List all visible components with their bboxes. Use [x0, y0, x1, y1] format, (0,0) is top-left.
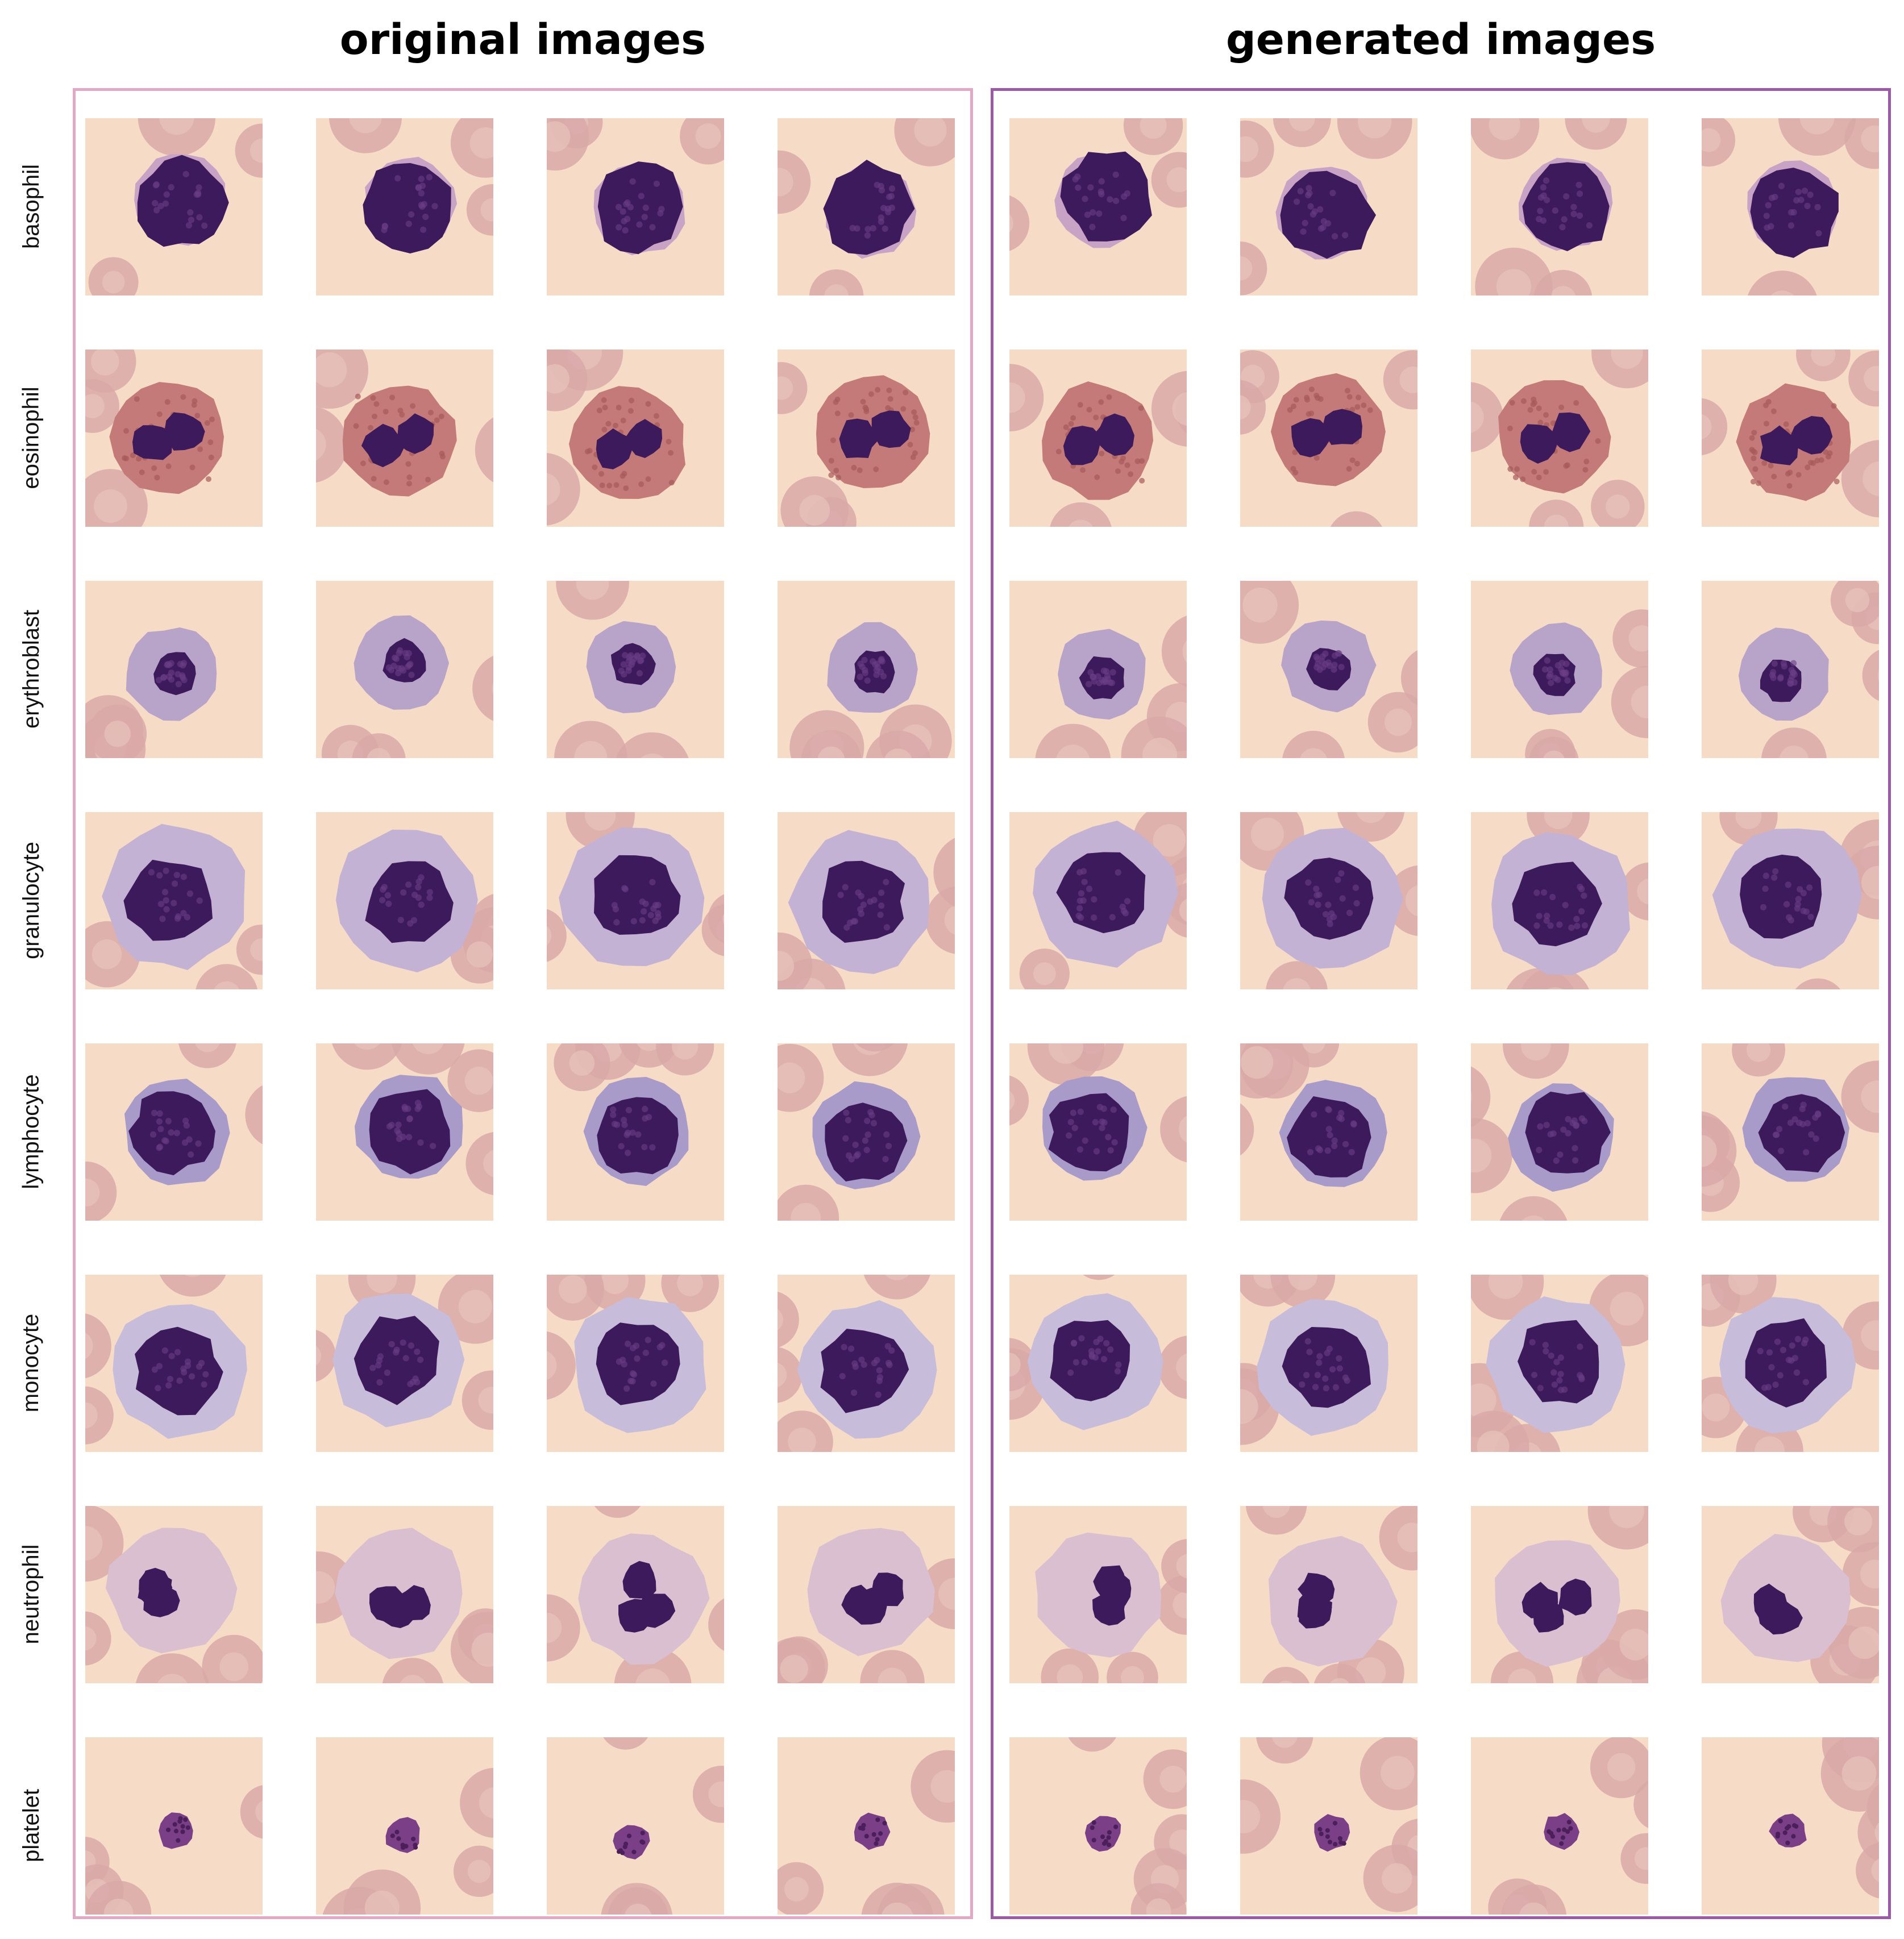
row-label-text: neutrophil [18, 1544, 44, 1644]
original-eosinophil-image [778, 349, 955, 527]
row-label-monocyte: monocyte [0, 1275, 63, 1451]
generated-neutrophil-image [1240, 1506, 1417, 1683]
generated-basophil-image [1471, 118, 1648, 296]
original-eosinophil-image [547, 349, 724, 527]
generated-lymphocyte-image [1240, 1043, 1417, 1221]
original-neutrophil-image [85, 1506, 263, 1683]
generated-monocyte-image [1009, 1275, 1187, 1452]
generated-granulocyte-image [1240, 812, 1417, 989]
original-neutrophil-image [547, 1506, 724, 1683]
original-platelet-image [547, 1737, 724, 1915]
generated-platelet-image [1240, 1737, 1417, 1915]
original-basophil-image [85, 118, 263, 296]
generated-granulocyte-image [1702, 812, 1879, 989]
generated-lymphocyte-image [1471, 1043, 1648, 1221]
generated-eosinophil-image [1702, 349, 1879, 527]
generated-platelet-image [1702, 1737, 1879, 1915]
generated-monocyte-image [1240, 1275, 1417, 1452]
original-images-frame [73, 88, 973, 1919]
original-granulocyte-image [85, 812, 263, 989]
generated-images-frame [991, 88, 1891, 1919]
original-neutrophil-image [778, 1506, 955, 1683]
row-label-text: granulocyte [18, 841, 44, 959]
row-label-lymphocyte: lymphocyte [0, 1043, 63, 1220]
generated-erythroblast-image [1471, 581, 1648, 758]
original-lymphocyte-image [85, 1043, 263, 1221]
generated-eosinophil-image [1240, 349, 1417, 527]
generated-monocyte-image [1471, 1275, 1648, 1452]
original-basophil-image [547, 118, 724, 296]
row-label-text: basophil [18, 164, 44, 249]
generated-granulocyte-image [1009, 812, 1187, 989]
row-label-text: erythroblast [18, 609, 44, 729]
row-label-text: eosinophil [18, 386, 44, 489]
original-neutrophil-image [316, 1506, 493, 1683]
original-erythroblast-image [316, 581, 493, 758]
row-label-neutrophil: neutrophil [0, 1506, 63, 1682]
generated-neutrophil-image [1009, 1506, 1187, 1683]
generated-erythroblast-image [1009, 581, 1187, 758]
original-eosinophil-image [316, 349, 493, 527]
generated-eosinophil-image [1471, 349, 1648, 527]
original-monocyte-image [316, 1275, 493, 1452]
generated-erythroblast-image [1240, 581, 1417, 758]
original-granulocyte-image [316, 812, 493, 989]
original-eosinophil-image [85, 349, 263, 527]
original-granulocyte-image [547, 812, 724, 989]
original-platelet-image [85, 1737, 263, 1915]
generated-basophil-image [1240, 118, 1417, 296]
generated-neutrophil-image [1471, 1506, 1648, 1683]
row-label-text: monocyte [18, 1313, 44, 1412]
row-label-text: lymphocyte [18, 1073, 44, 1189]
original-basophil-image [778, 118, 955, 296]
original-platelet-image [778, 1737, 955, 1915]
original-monocyte-image [547, 1275, 724, 1452]
generated-monocyte-image [1702, 1275, 1879, 1452]
row-label-granulocyte: granulocyte [0, 812, 63, 988]
original-granulocyte-image [778, 812, 955, 989]
row-label-platelet: platelet [0, 1737, 63, 1913]
generated-lymphocyte-image [1009, 1043, 1187, 1221]
row-label-basophil: basophil [0, 118, 63, 294]
generated-basophil-image [1009, 118, 1187, 296]
generated-platelet-image [1009, 1737, 1187, 1915]
generated-eosinophil-image [1009, 349, 1187, 527]
generated-granulocyte-image [1471, 812, 1648, 989]
original-lymphocyte-image [778, 1043, 955, 1221]
row-label-text: platelet [18, 1788, 44, 1862]
original-monocyte-image [85, 1275, 263, 1452]
original-lymphocyte-image [316, 1043, 493, 1221]
generated-platelet-image [1471, 1737, 1648, 1915]
generated-basophil-image [1702, 118, 1879, 296]
row-label-erythroblast: erythroblast [0, 581, 63, 757]
original-erythroblast-image [778, 581, 955, 758]
generated-erythroblast-image [1702, 581, 1879, 758]
original-monocyte-image [778, 1275, 955, 1452]
generated-lymphocyte-image [1702, 1043, 1879, 1221]
row-label-eosinophil: eosinophil [0, 349, 63, 526]
original-platelet-image [316, 1737, 493, 1915]
original-lymphocyte-image [547, 1043, 724, 1221]
original-images-title: original images [339, 15, 706, 64]
original-erythroblast-image [547, 581, 724, 758]
original-erythroblast-image [85, 581, 263, 758]
original-basophil-image [316, 118, 493, 296]
generated-images-title: generated images [1225, 15, 1656, 64]
generated-neutrophil-image [1702, 1506, 1879, 1683]
